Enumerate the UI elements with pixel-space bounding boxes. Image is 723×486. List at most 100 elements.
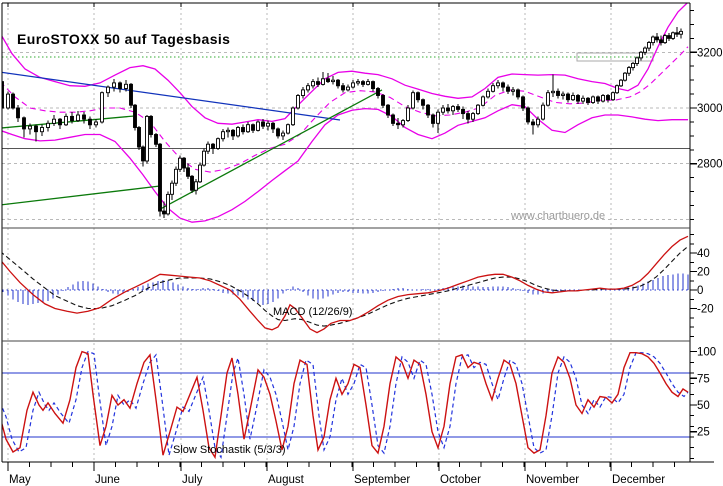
bollinger-middle-line <box>2 46 689 173</box>
candle-body <box>246 124 250 133</box>
candle-body <box>391 114 395 124</box>
candle-body <box>526 107 530 123</box>
candle-body <box>256 121 260 131</box>
price-panel-layer <box>2 3 690 223</box>
candle-body <box>182 157 186 169</box>
candle-body <box>341 85 345 91</box>
candle-body <box>52 118 56 124</box>
candle-body <box>486 90 490 98</box>
candle-body <box>446 107 450 112</box>
candle-body <box>556 90 560 96</box>
y-axis-label: 20 <box>697 267 710 279</box>
candle-body <box>82 114 86 120</box>
candle-body <box>671 32 675 39</box>
candle-body <box>186 167 190 177</box>
candle-body <box>118 82 122 89</box>
candle-body <box>491 85 495 92</box>
candle-body <box>521 96 525 109</box>
month-label: November <box>526 474 579 486</box>
candle-body <box>286 124 290 134</box>
candle-body <box>154 134 158 145</box>
stoch-k-line <box>2 350 689 460</box>
y-axis-label: 3000 <box>697 103 723 115</box>
candle-body <box>396 122 400 126</box>
candle-body <box>190 175 194 191</box>
candle-body <box>451 106 455 112</box>
candle-body <box>149 115 153 135</box>
candle-body <box>406 107 410 121</box>
candle-body <box>501 82 505 88</box>
y-axis-label: 0 <box>697 285 703 297</box>
blue-resistance-trendline <box>2 71 341 121</box>
stoch-d-line <box>2 350 689 460</box>
candle-body <box>581 97 585 102</box>
candle-body <box>291 107 295 126</box>
candle-body <box>566 93 570 101</box>
candle-body <box>16 107 20 119</box>
y-axis-label: 40 <box>697 248 710 260</box>
candle-body <box>296 95 300 109</box>
candle-body <box>663 35 667 44</box>
month-label: December <box>612 474 665 486</box>
candle-body <box>591 96 595 103</box>
month-label: June <box>95 474 120 486</box>
stochastic-indicator-label: Slow Stochastik (5/3/3) <box>173 444 286 456</box>
candle-body <box>34 125 38 133</box>
candle-body <box>611 92 615 101</box>
candle-body <box>276 128 280 137</box>
candle-body <box>236 127 240 137</box>
candle-body <box>11 93 15 109</box>
candle-body <box>58 118 62 126</box>
candle-body <box>281 132 285 137</box>
candle-body <box>466 113 470 120</box>
candle-body <box>551 90 555 94</box>
candle-body <box>226 129 230 133</box>
candle-body <box>133 104 137 128</box>
candle-body <box>202 150 206 166</box>
candle-body <box>639 51 643 59</box>
y-axis-label: -20 <box>697 304 714 316</box>
candle-body <box>137 127 141 148</box>
candle-body <box>22 117 26 130</box>
candle-body <box>211 143 215 149</box>
candle-body <box>112 82 116 88</box>
macd-panel-layer <box>2 235 690 334</box>
candle-body <box>421 99 425 106</box>
month-label: October <box>440 474 481 486</box>
candle-body <box>431 114 435 124</box>
candle-body <box>64 115 68 126</box>
candle-body <box>76 114 80 122</box>
candle-body <box>100 92 104 123</box>
candle-body <box>386 104 390 116</box>
candle-body <box>40 127 44 133</box>
candle-body <box>411 92 415 109</box>
candle-body <box>221 131 225 140</box>
candle-body <box>145 115 149 162</box>
candle-body <box>586 97 590 103</box>
candle-body <box>679 30 683 35</box>
candle-body <box>46 122 50 128</box>
candle-body <box>481 96 485 106</box>
candle-body <box>251 124 255 131</box>
candle-body <box>6 93 10 109</box>
green-support-long <box>2 185 161 206</box>
candle-body <box>401 120 405 126</box>
candle-body <box>655 36 659 41</box>
candle-body <box>416 92 420 101</box>
candle-body <box>166 193 170 215</box>
candle-body <box>576 95 580 102</box>
macd-indicator-label: MACD (12/26/9) <box>273 306 353 318</box>
candle-body <box>331 79 335 83</box>
y-axis-label: 2800 <box>697 159 723 171</box>
candle-body <box>321 78 325 85</box>
candle-body <box>511 89 515 92</box>
month-label: September <box>354 474 410 486</box>
candle-body <box>461 108 465 115</box>
candle-body <box>356 81 360 84</box>
candle-body <box>311 81 315 87</box>
candle-body <box>124 83 128 89</box>
macd-line <box>2 235 689 334</box>
candle-body <box>436 111 440 124</box>
